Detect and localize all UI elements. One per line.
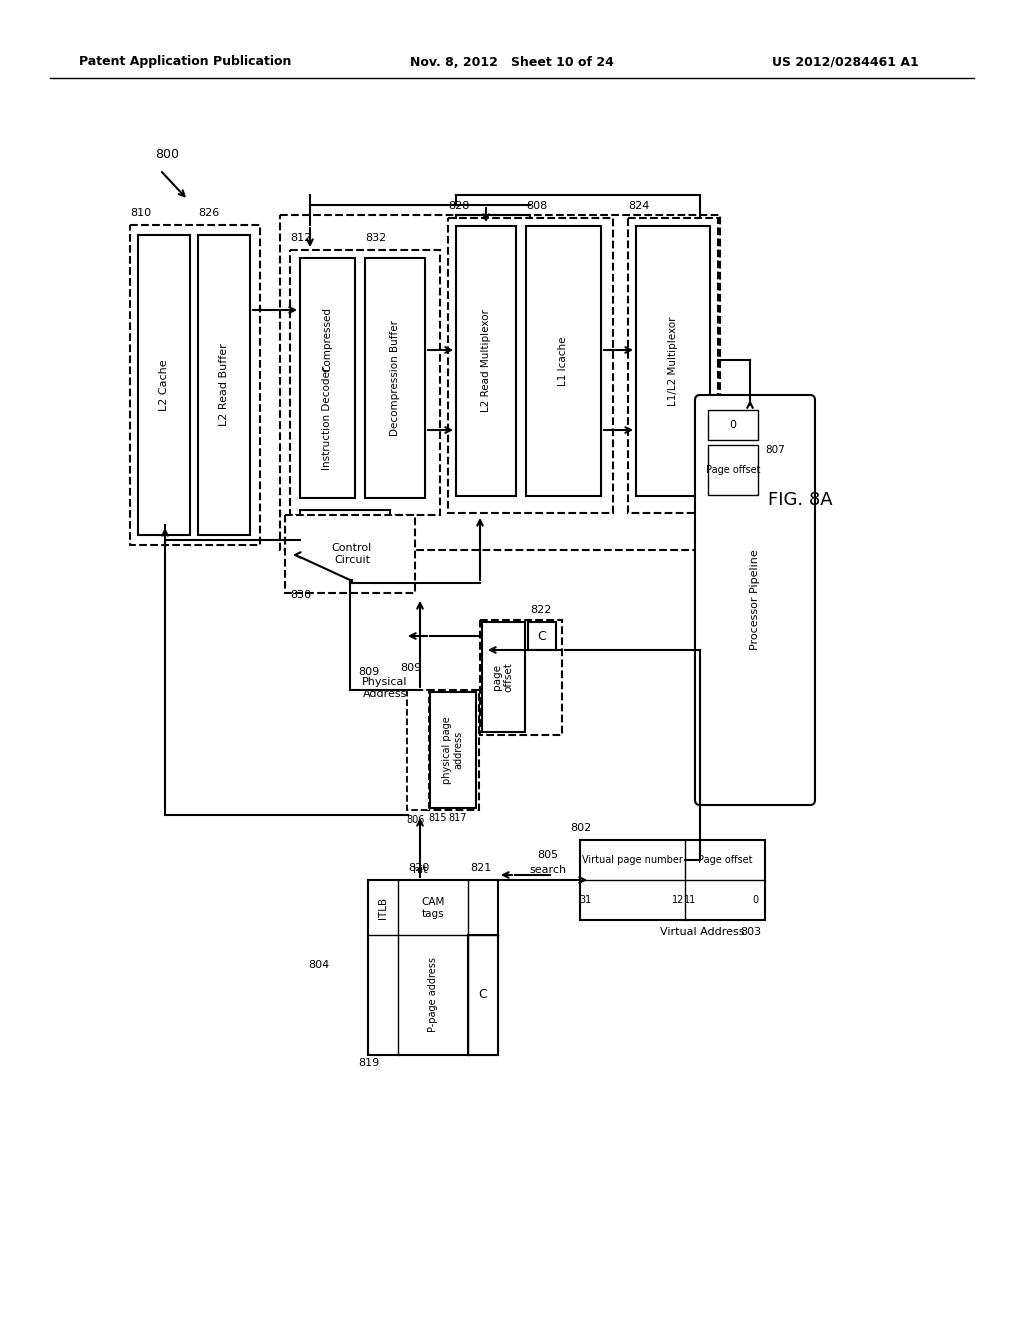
Text: page
offset: page offset bbox=[493, 663, 514, 692]
Text: 826: 826 bbox=[198, 209, 219, 218]
Text: 809: 809 bbox=[400, 663, 421, 673]
Bar bbox=[285, 515, 415, 593]
Text: Virtual Address: Virtual Address bbox=[660, 927, 744, 937]
Bar bbox=[130, 224, 260, 545]
Text: 808: 808 bbox=[526, 201, 547, 211]
Text: 800: 800 bbox=[155, 149, 179, 161]
Bar bbox=[526, 226, 601, 496]
Text: Decompression Buffer: Decompression Buffer bbox=[390, 319, 400, 436]
Bar bbox=[449, 218, 613, 513]
Bar bbox=[300, 510, 390, 562]
Bar bbox=[365, 257, 425, 498]
Text: 803: 803 bbox=[740, 927, 761, 937]
Text: 0: 0 bbox=[729, 420, 736, 430]
Text: 11: 11 bbox=[684, 895, 696, 906]
Text: 806: 806 bbox=[406, 814, 424, 825]
Bar bbox=[300, 257, 355, 498]
Text: 817: 817 bbox=[449, 813, 467, 822]
Bar bbox=[198, 235, 250, 535]
Text: 810: 810 bbox=[130, 209, 152, 218]
Text: ITLB: ITLB bbox=[378, 896, 388, 919]
Bar bbox=[628, 218, 718, 513]
Text: Page offset: Page offset bbox=[706, 465, 760, 475]
Bar bbox=[708, 411, 758, 440]
FancyBboxPatch shape bbox=[695, 395, 815, 805]
Text: Patent Application Publication: Patent Application Publication bbox=[79, 55, 291, 69]
Bar bbox=[580, 840, 765, 920]
Bar bbox=[480, 620, 562, 735]
Text: Page offset: Page offset bbox=[697, 855, 753, 865]
Bar bbox=[368, 880, 498, 1055]
Text: 832: 832 bbox=[365, 234, 386, 243]
Text: Instruction Decoder: Instruction Decoder bbox=[322, 367, 332, 470]
Text: hit: hit bbox=[413, 865, 427, 875]
Text: 821: 821 bbox=[470, 863, 492, 873]
Text: L2 Read Multiplexor: L2 Read Multiplexor bbox=[481, 310, 490, 412]
Bar bbox=[427, 690, 479, 810]
Bar bbox=[290, 249, 440, 515]
Text: C: C bbox=[478, 989, 487, 1002]
Text: Control
Circuit: Control Circuit bbox=[332, 544, 372, 565]
Text: 830: 830 bbox=[290, 590, 311, 601]
Text: 828: 828 bbox=[449, 201, 469, 211]
Text: 820: 820 bbox=[408, 863, 429, 873]
Text: Virtual page number: Virtual page number bbox=[582, 855, 682, 865]
Text: 819: 819 bbox=[358, 1059, 379, 1068]
Bar bbox=[407, 690, 429, 810]
Bar bbox=[468, 935, 498, 1055]
Text: physical page
address: physical page address bbox=[442, 717, 464, 784]
Text: FIG. 8A: FIG. 8A bbox=[768, 491, 833, 510]
Bar bbox=[528, 622, 556, 649]
Text: 815: 815 bbox=[428, 813, 446, 822]
Text: 805: 805 bbox=[538, 850, 558, 861]
Text: L2 Cache: L2 Cache bbox=[159, 359, 169, 411]
Bar bbox=[456, 226, 516, 496]
Text: 802: 802 bbox=[570, 822, 591, 833]
Text: C: C bbox=[538, 630, 547, 643]
Bar bbox=[708, 445, 758, 495]
Text: L1 Icache: L1 Icache bbox=[558, 337, 568, 385]
Bar bbox=[138, 235, 190, 535]
Text: P-page address: P-page address bbox=[428, 957, 438, 1032]
Bar bbox=[430, 692, 476, 808]
Bar bbox=[636, 226, 710, 496]
Text: 809: 809 bbox=[358, 667, 379, 677]
Text: search: search bbox=[529, 865, 566, 875]
Bar bbox=[482, 622, 525, 733]
Text: Nov. 8, 2012   Sheet 10 of 24: Nov. 8, 2012 Sheet 10 of 24 bbox=[410, 55, 614, 69]
Text: 0: 0 bbox=[752, 895, 758, 906]
Text: L1/L2 Multiplexor: L1/L2 Multiplexor bbox=[668, 317, 678, 405]
Text: 31: 31 bbox=[579, 895, 591, 906]
Text: CAM
tags: CAM tags bbox=[421, 898, 444, 919]
Text: 804: 804 bbox=[308, 960, 330, 970]
Text: 12: 12 bbox=[672, 895, 684, 906]
Bar bbox=[300, 525, 406, 583]
Text: Physical
Address: Physical Address bbox=[362, 677, 408, 698]
Text: Processor Pipeline: Processor Pipeline bbox=[750, 549, 760, 651]
Bar bbox=[280, 215, 720, 550]
Text: Compressed: Compressed bbox=[322, 308, 332, 372]
Text: 812: 812 bbox=[290, 234, 311, 243]
Text: 824: 824 bbox=[628, 201, 649, 211]
Text: US 2012/0284461 A1: US 2012/0284461 A1 bbox=[772, 55, 919, 69]
Text: L2 Read Buffer: L2 Read Buffer bbox=[219, 343, 229, 426]
Text: 822: 822 bbox=[530, 605, 551, 615]
Text: 807: 807 bbox=[765, 445, 784, 455]
